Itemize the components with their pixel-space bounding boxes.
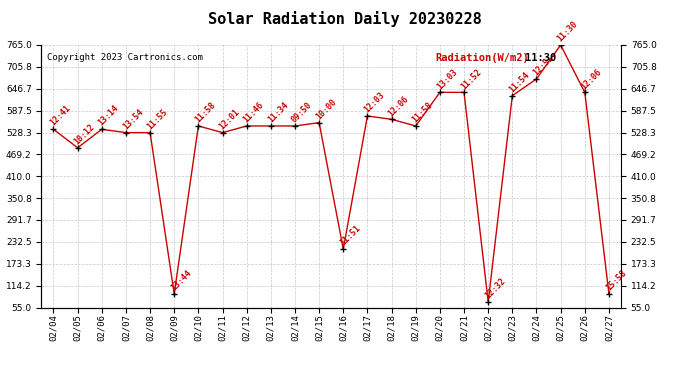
Text: 12:03: 12:03 xyxy=(362,90,386,115)
Text: Radiation(W/m2): Radiation(W/m2) xyxy=(435,53,529,63)
Text: 12:41: 12:41 xyxy=(48,104,72,128)
Text: 10:00: 10:00 xyxy=(314,97,338,121)
Text: 11:52: 11:52 xyxy=(459,67,483,91)
Text: 12:01: 12:01 xyxy=(217,107,241,131)
Text: 12:06: 12:06 xyxy=(386,94,411,118)
Text: 12:51: 12:51 xyxy=(531,54,555,78)
Text: 10:12: 10:12 xyxy=(72,122,97,146)
Text: 12:06: 12:06 xyxy=(580,67,604,91)
Text: 11:58: 11:58 xyxy=(193,100,217,124)
Text: 11:55: 11:55 xyxy=(145,107,169,131)
Text: 13:54: 13:54 xyxy=(121,107,145,131)
Text: 11:51: 11:51 xyxy=(338,224,362,248)
Text: 13:14: 13:14 xyxy=(97,104,121,128)
Text: Copyright 2023 Cartronics.com: Copyright 2023 Cartronics.com xyxy=(47,53,203,62)
Text: 11:46: 11:46 xyxy=(241,100,266,124)
Text: 11:30: 11:30 xyxy=(525,53,557,63)
Text: 11:30: 11:30 xyxy=(555,20,580,44)
Text: 11:34: 11:34 xyxy=(266,100,290,124)
Text: Solar Radiation Daily 20230228: Solar Radiation Daily 20230228 xyxy=(208,11,482,27)
Text: 12:32: 12:32 xyxy=(483,276,507,301)
Text: 09:50: 09:50 xyxy=(290,100,314,124)
Text: 13:44: 13:44 xyxy=(169,268,193,292)
Text: 11:58: 11:58 xyxy=(411,100,435,124)
Text: 11:54: 11:54 xyxy=(507,70,531,94)
Text: 13:03: 13:03 xyxy=(435,67,459,91)
Text: 15:58: 15:58 xyxy=(604,268,628,292)
